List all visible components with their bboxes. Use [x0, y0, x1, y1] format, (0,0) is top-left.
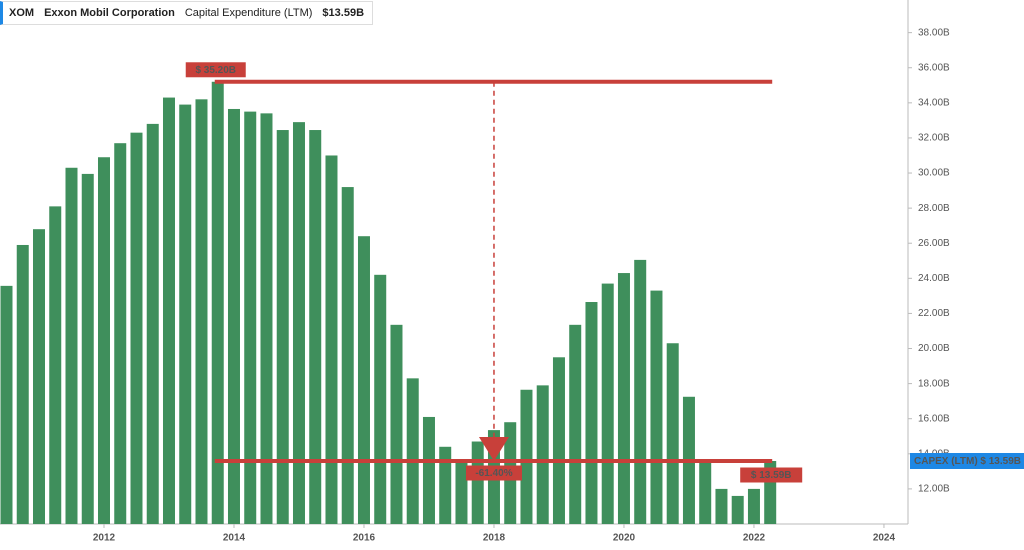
high-label-box — [185, 62, 246, 78]
bar — [699, 461, 712, 524]
bar — [146, 123, 159, 525]
badge-name: CAPEX (LTM) — [914, 456, 978, 467]
change-label: -61.40% — [475, 468, 512, 479]
change-arrow — [478, 437, 509, 462]
bar — [390, 324, 403, 524]
bar — [601, 283, 614, 524]
bar — [16, 244, 29, 524]
bar — [130, 132, 143, 524]
x-tick-label: 2012 — [93, 533, 116, 544]
bar — [32, 229, 45, 524]
bar — [0, 285, 13, 524]
x-tick-label: 2016 — [353, 533, 376, 544]
bar — [325, 155, 338, 525]
bar — [244, 111, 257, 525]
y-tick-label: 16.00B — [918, 413, 950, 424]
bar — [211, 81, 224, 524]
bar — [617, 273, 630, 524]
bar — [49, 206, 62, 524]
bar — [471, 441, 484, 524]
bar — [341, 187, 354, 525]
bar — [97, 157, 110, 524]
bar — [650, 290, 663, 524]
y-tick-label: 32.00B — [918, 133, 950, 144]
bar — [162, 97, 175, 524]
last-label: $ 13.59B — [751, 470, 792, 481]
x-tick-label: 2018 — [483, 533, 506, 544]
x-tick-label: 2020 — [613, 533, 636, 544]
y-tick-label: 24.00B — [918, 273, 950, 284]
x-tick-label: 2022 — [743, 533, 766, 544]
bar — [569, 324, 582, 524]
badge — [910, 453, 1024, 470]
bar — [114, 143, 127, 525]
bar — [260, 113, 273, 524]
badge-value: $ 13.59B — [980, 456, 1021, 467]
header: XOM Exxon Mobil Corporation Capital Expe… — [0, 1, 374, 25]
company: Exxon Mobil Corporation — [44, 7, 175, 19]
bar — [227, 108, 240, 524]
bar — [747, 488, 760, 524]
last-label-box — [740, 467, 803, 483]
x-tick-label: 2024 — [873, 533, 896, 544]
high-label: $ 35.20B — [195, 65, 236, 76]
bar — [276, 130, 289, 524]
bar — [715, 488, 728, 524]
x-tick-label: 2014 — [223, 533, 246, 544]
bar — [536, 385, 549, 524]
bar — [309, 130, 322, 524]
y-tick-label: 20.00B — [918, 343, 950, 354]
bar — [179, 104, 192, 524]
y-tick-label: 28.00B — [918, 203, 950, 214]
bar — [357, 236, 370, 524]
metric: Capital Expenditure (LTM) — [184, 7, 313, 19]
ticker: XOM — [9, 7, 35, 19]
bar — [195, 99, 208, 524]
bar — [406, 378, 419, 524]
y-tick-label: 18.00B — [918, 378, 950, 389]
bar — [439, 446, 452, 524]
bar — [374, 274, 387, 524]
bar — [455, 462, 468, 524]
y-tick-label: 30.00B — [918, 168, 950, 179]
bar — [422, 416, 435, 524]
bar — [292, 122, 305, 525]
y-tick-label: 38.00B — [918, 27, 950, 38]
bar — [81, 173, 94, 524]
y-tick-label: 26.00B — [918, 238, 950, 249]
y-tick-label: 12.00B — [918, 484, 950, 495]
bar — [520, 389, 533, 524]
bar — [731, 495, 744, 524]
y-tick-label: 36.00B — [918, 62, 950, 73]
bar — [585, 302, 598, 524]
bar — [552, 357, 565, 524]
current-value: $13.59B — [322, 7, 365, 19]
bar — [65, 167, 78, 525]
y-tick-label: 22.00B — [918, 308, 950, 319]
bar — [666, 343, 679, 524]
y-tick-label: 34.00B — [918, 97, 950, 108]
change-label-box — [465, 465, 522, 481]
bar — [634, 259, 647, 524]
